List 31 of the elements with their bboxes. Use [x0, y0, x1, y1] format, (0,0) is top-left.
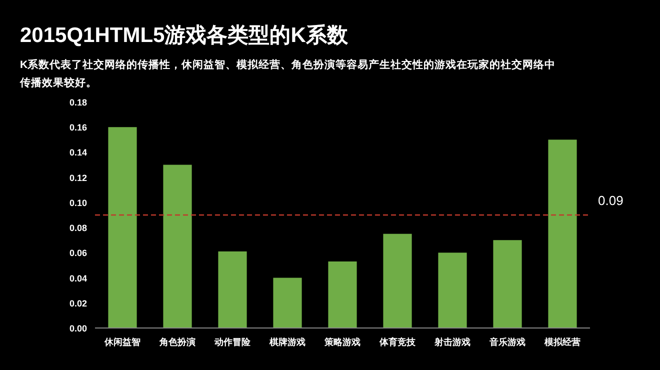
x-tick-label: 射击游戏: [434, 337, 470, 347]
y-tick-label: 0.10: [69, 198, 87, 208]
x-tick-label: 休闲益智: [104, 337, 140, 347]
x-tick-label: 体育竞技: [378, 336, 416, 347]
chart-title: 2015Q1HTML5游戏各类型的K系数: [20, 24, 349, 47]
chart-subtitle: K系数代表了社交网络的传播性，休闲益智、模拟经营、角色扮演等容易产生社交性的游戏在玩家的社交网络中传播效果较好。: [19, 58, 556, 89]
bar: [438, 252, 467, 328]
bar: [328, 261, 357, 328]
ref-line-label: 0.09: [598, 193, 624, 208]
y-tick-label: 0.16: [69, 122, 87, 133]
x-tick-label: 动作冒险: [214, 337, 252, 347]
bar: [108, 127, 137, 328]
bar: [163, 164, 192, 328]
x-tick-label: 策略游戏: [324, 337, 360, 347]
x-tick-label: 模拟经营: [544, 337, 580, 347]
bar: [218, 251, 247, 328]
bar: [493, 240, 522, 328]
y-tick-label: 0.00: [69, 324, 87, 334]
x-tick-label: 音乐游戏: [488, 337, 526, 347]
bar: [383, 234, 412, 328]
y-tick-label: 0.08: [69, 223, 87, 234]
bar: [548, 140, 577, 328]
y-tick-label: 0.04: [69, 273, 87, 284]
y-tick-label: 0.06: [69, 248, 87, 258]
y-tick-label: 0.14: [69, 148, 87, 158]
y-tick-label: 0.02: [69, 298, 87, 308]
x-tick-label: 角色扮演: [158, 337, 196, 347]
x-tick-label: 棋牌游戏: [268, 337, 306, 347]
y-tick-label: 0.12: [69, 172, 87, 183]
y-tick-label: 0.18: [69, 98, 87, 108]
bar: [273, 278, 302, 328]
